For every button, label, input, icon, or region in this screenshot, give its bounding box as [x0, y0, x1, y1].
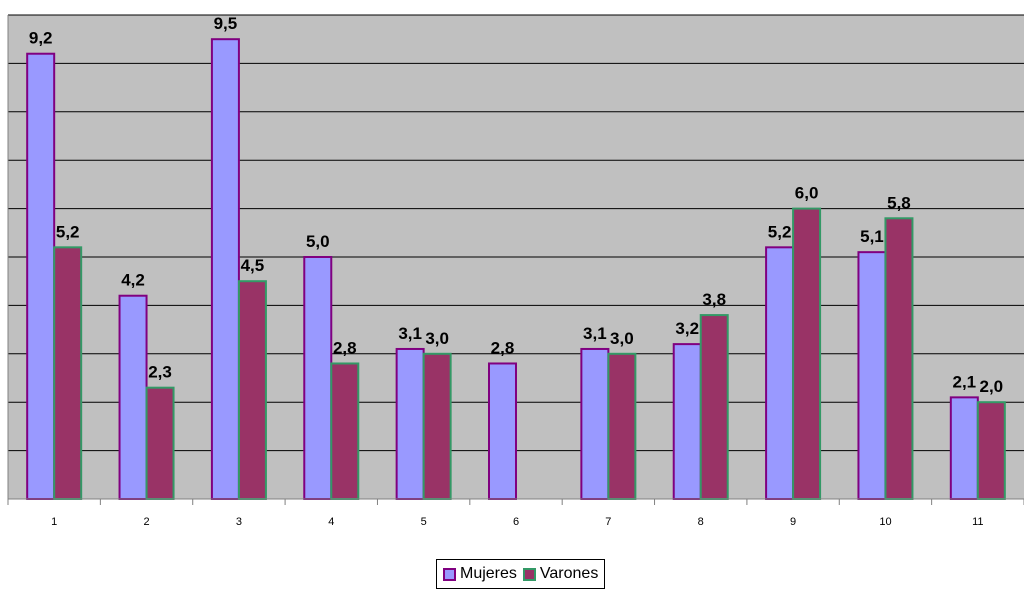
data-label: 2,0 [979, 377, 1003, 396]
data-label: 3,1 [398, 324, 422, 343]
legend-label-varones: Varones [539, 565, 599, 582]
legend-swatch-varones [522, 567, 536, 581]
data-label: 2,8 [333, 338, 357, 357]
x-tick-label: 9 [790, 516, 796, 528]
bar-mujeres-2 [118, 294, 148, 500]
bar-mujeres-8 [672, 343, 702, 500]
data-label: 3,1 [583, 324, 607, 343]
x-tick-label: 1 [51, 516, 57, 528]
data-label: 9,2 [29, 29, 53, 48]
bar-mujeres-4 [303, 256, 333, 500]
x-tick-label: 5 [421, 516, 427, 528]
bar-varones-4 [330, 362, 360, 501]
bar-mujeres-6 [488, 362, 517, 501]
x-tick-label: 8 [698, 516, 704, 528]
bars [26, 38, 1006, 501]
x-tick-label: 10 [879, 516, 891, 528]
data-label: 3,0 [425, 329, 449, 348]
bar-mujeres-10 [857, 251, 887, 500]
bar-varones-10 [884, 217, 914, 500]
bar-varones-5 [422, 352, 452, 500]
x-tick-label: 6 [513, 516, 519, 528]
data-label: 5,0 [306, 232, 330, 251]
data-label: 4,5 [241, 256, 265, 275]
data-label: 3,0 [610, 329, 634, 348]
legend-item-varones: Varones [522, 565, 599, 583]
bar-varones-9 [792, 207, 822, 500]
data-label: 3,2 [675, 319, 699, 338]
data-label: 5,2 [768, 222, 792, 241]
bar-mujeres-11 [949, 396, 979, 500]
legend-item-mujeres: Mujeres [443, 565, 517, 583]
bar-varones-2 [145, 386, 175, 500]
bar-varones-8 [699, 314, 729, 500]
x-tick-label: 3 [236, 516, 242, 528]
bar-mujeres-5 [395, 347, 425, 500]
bar-mujeres-3 [210, 38, 240, 500]
x-tick-label: 7 [605, 516, 611, 528]
bar-mujeres-9 [765, 246, 795, 500]
x-axis: 1 2 3 4 5 6 7 8 9 10 11 [7, 15, 1024, 528]
data-label: 9,5 [214, 14, 238, 33]
bar-varones-7 [607, 352, 637, 500]
data-label: 6,0 [795, 184, 819, 203]
data-label: 4,2 [121, 271, 145, 290]
legend-label-mujeres: Mujeres [460, 565, 517, 582]
data-label: 5,1 [860, 227, 884, 246]
bar-varones-1 [53, 246, 83, 500]
bar-mujeres-7 [580, 347, 610, 500]
x-tick-label: 2 [143, 516, 149, 528]
data-label: 2,3 [148, 363, 172, 382]
bar-mujeres-1 [26, 52, 56, 500]
bar-varones-3 [237, 280, 267, 501]
legend: Mujeres Varones [436, 559, 606, 589]
data-label: 5,8 [887, 193, 911, 212]
bar-chart: 9,25,24,22,39,54,55,02,83,1 3,02,83,1 3,03… [7, 14, 1024, 528]
data-label: 2,1 [952, 372, 976, 391]
x-tick-label: 11 [972, 516, 983, 528]
data-labels: 9,25,24,22,39,54,55,02,83,1 3,02,83,1 3,03… [29, 14, 1003, 396]
data-label: 3,8 [702, 290, 726, 309]
x-tick-label: 4 [328, 516, 334, 528]
data-label: 2,8 [491, 338, 515, 357]
legend-swatch-mujeres [443, 567, 456, 581]
bar-varones-11 [976, 401, 1006, 501]
data-label: 5,2 [56, 222, 80, 241]
